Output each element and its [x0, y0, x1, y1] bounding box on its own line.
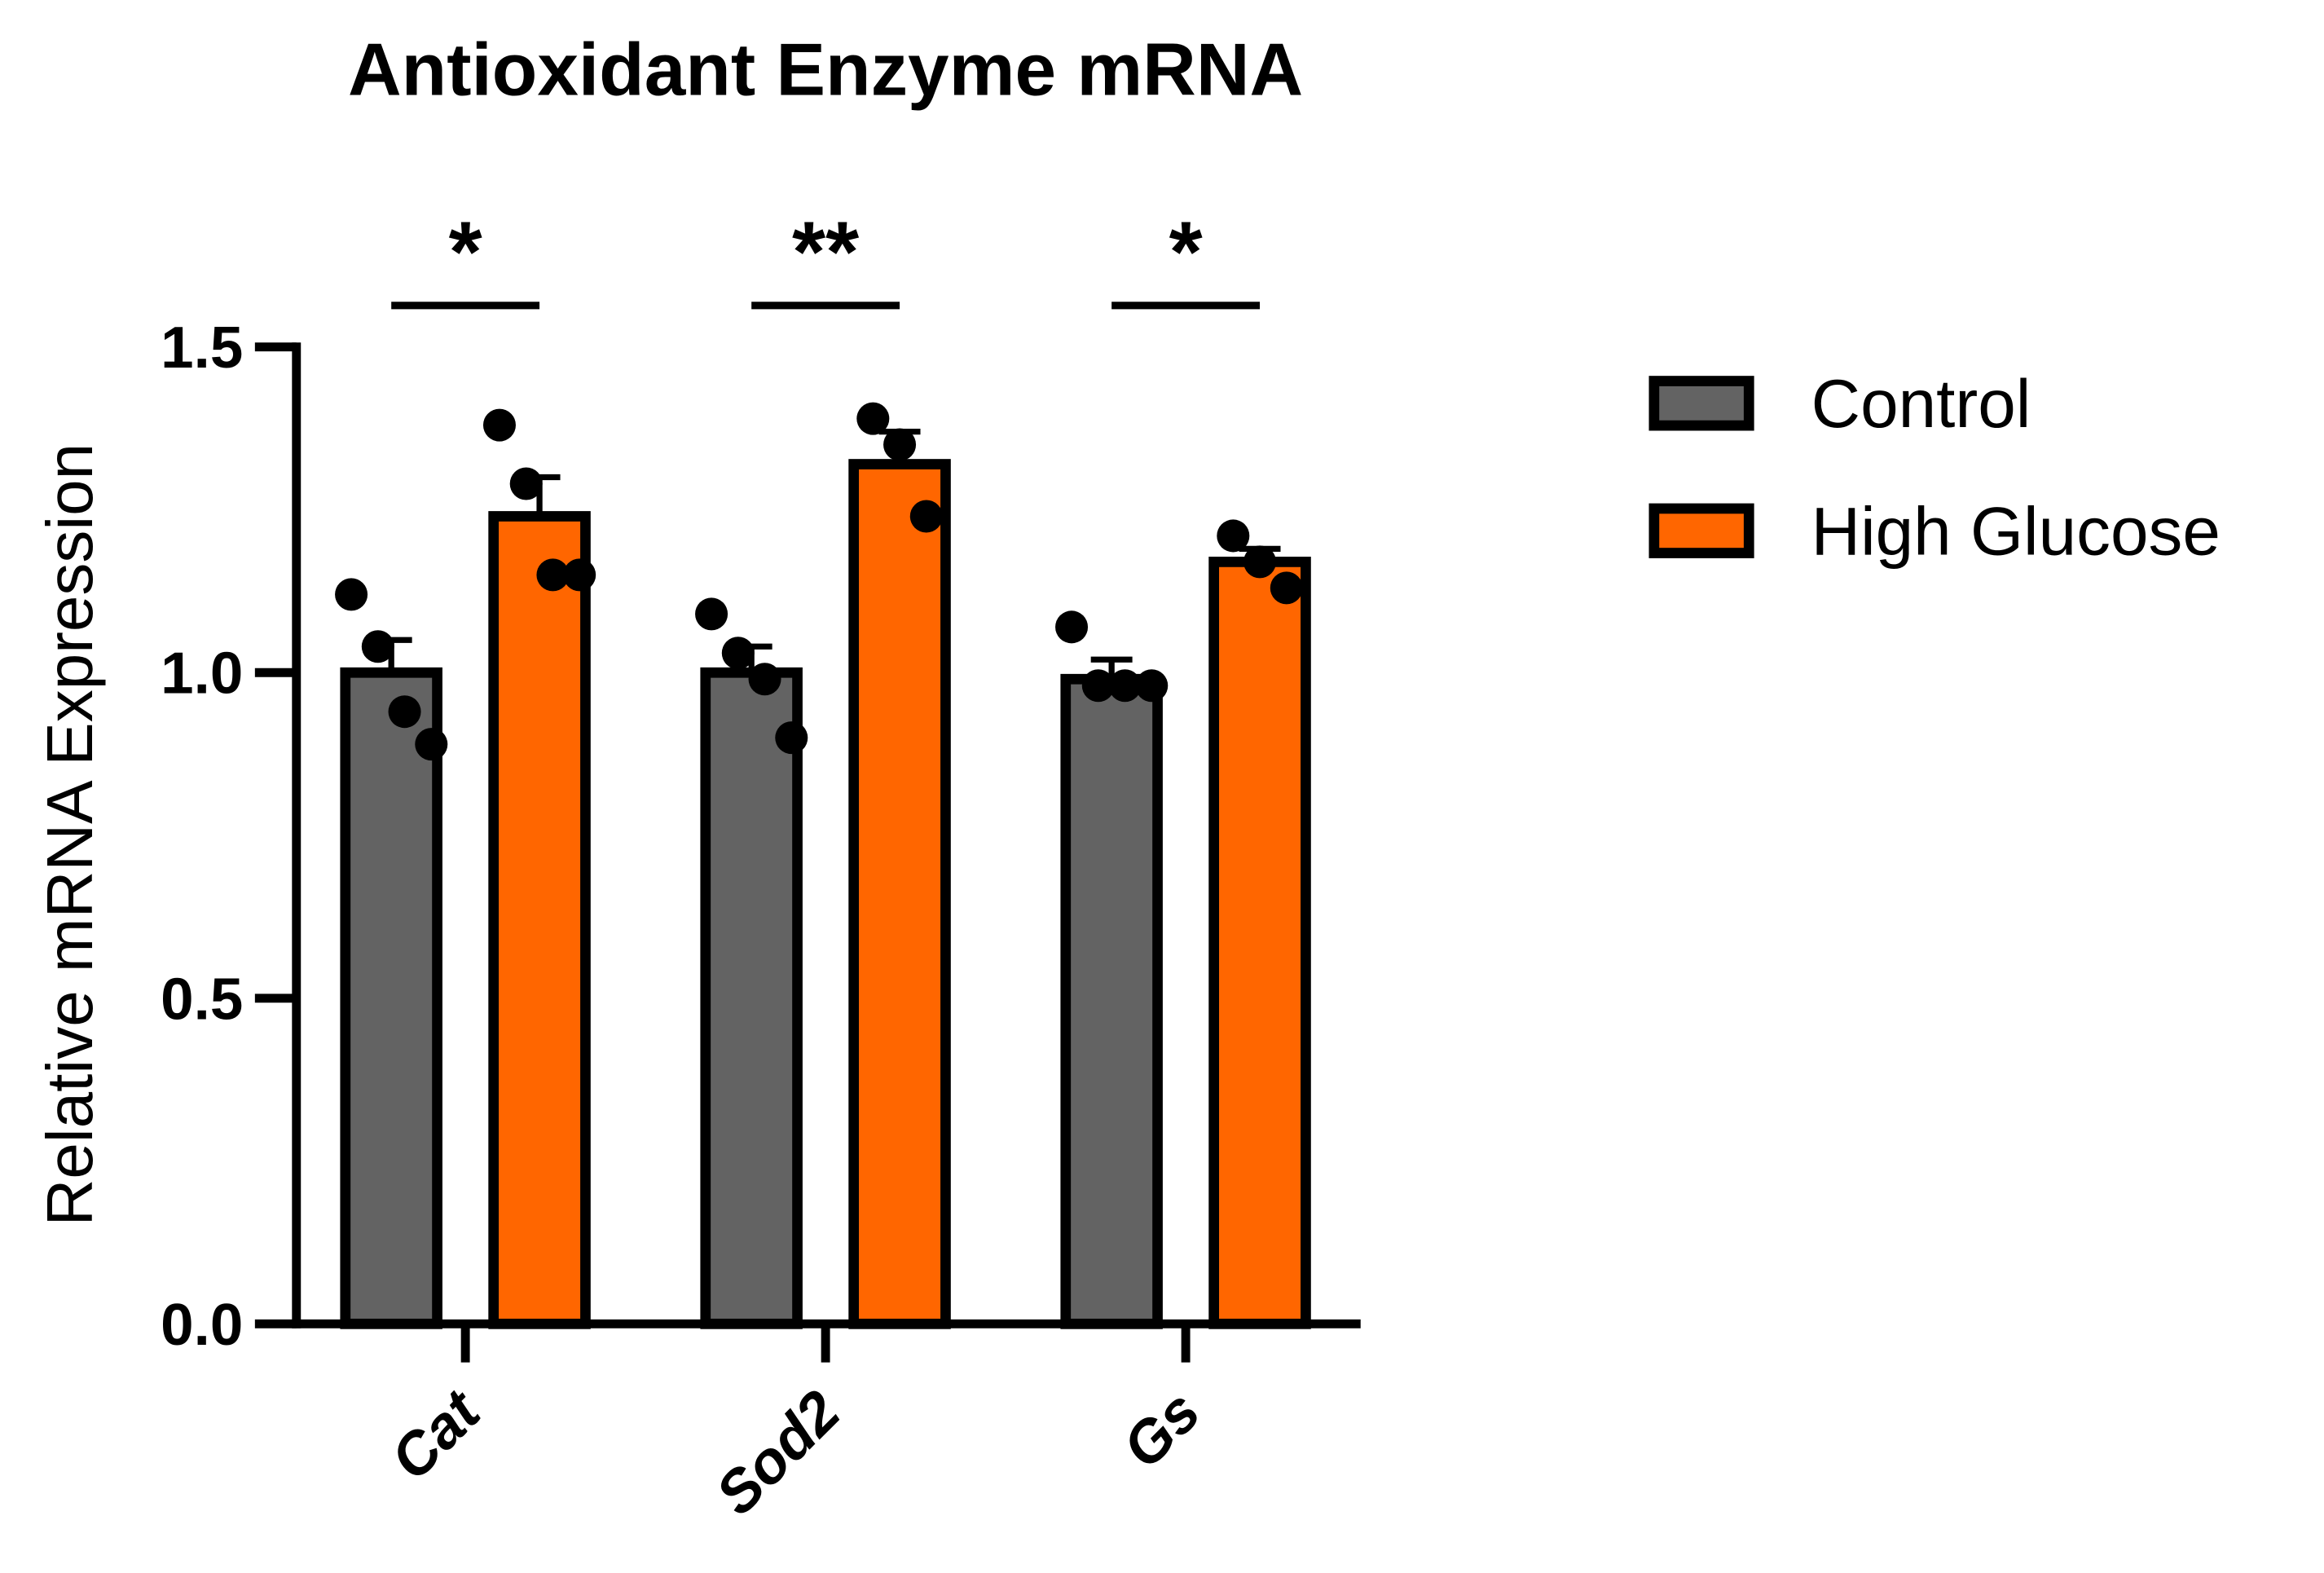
data-point	[1243, 545, 1277, 579]
y-axis-label: Relative mRNA Expression	[33, 443, 106, 1227]
bar	[848, 459, 951, 1329]
data-point	[1108, 669, 1142, 703]
data-point	[1217, 519, 1250, 553]
data-point	[361, 630, 394, 663]
data-point	[909, 500, 943, 533]
bar	[340, 667, 442, 1329]
data-point	[563, 558, 596, 592]
data-point	[388, 695, 421, 729]
data-point	[509, 467, 543, 500]
data-point	[335, 578, 368, 611]
legend-swatch	[1648, 376, 1754, 431]
significance-label: **	[792, 205, 859, 301]
bar	[1060, 673, 1163, 1329]
data-point	[695, 597, 728, 631]
data-point	[856, 402, 890, 435]
bar	[1208, 557, 1311, 1329]
data-point	[1055, 610, 1089, 644]
data-point	[883, 428, 917, 461]
y-tick-label: 1.5	[161, 315, 243, 381]
legend-label: High Glucose	[1811, 492, 2221, 569]
legend-label: Control	[1811, 365, 2031, 442]
y-tick-label: 0.0	[161, 1292, 243, 1358]
data-point	[748, 663, 781, 696]
x-tick-label: Cat	[378, 1377, 494, 1492]
legend-swatch	[1648, 503, 1754, 558]
data-point	[721, 637, 755, 670]
y-tick-label: 1.0	[161, 641, 243, 707]
y-tick-label: 0.5	[161, 966, 243, 1032]
error-bar	[1090, 656, 1133, 680]
data-point	[536, 558, 570, 592]
significance-label: *	[449, 205, 482, 301]
bar	[700, 667, 803, 1329]
bar	[488, 511, 591, 1329]
x-tick-label: Gs	[1110, 1378, 1213, 1481]
data-point	[415, 728, 448, 761]
data-point	[775, 721, 808, 755]
data-point	[1270, 571, 1303, 605]
chart-title: Antioxidant Enzyme mRNA	[348, 29, 1303, 111]
significance-label: *	[1169, 205, 1203, 301]
data-point	[1135, 669, 1169, 703]
x-tick-label: Sod2	[703, 1378, 852, 1527]
data-point	[1081, 669, 1115, 703]
data-point	[482, 408, 516, 442]
